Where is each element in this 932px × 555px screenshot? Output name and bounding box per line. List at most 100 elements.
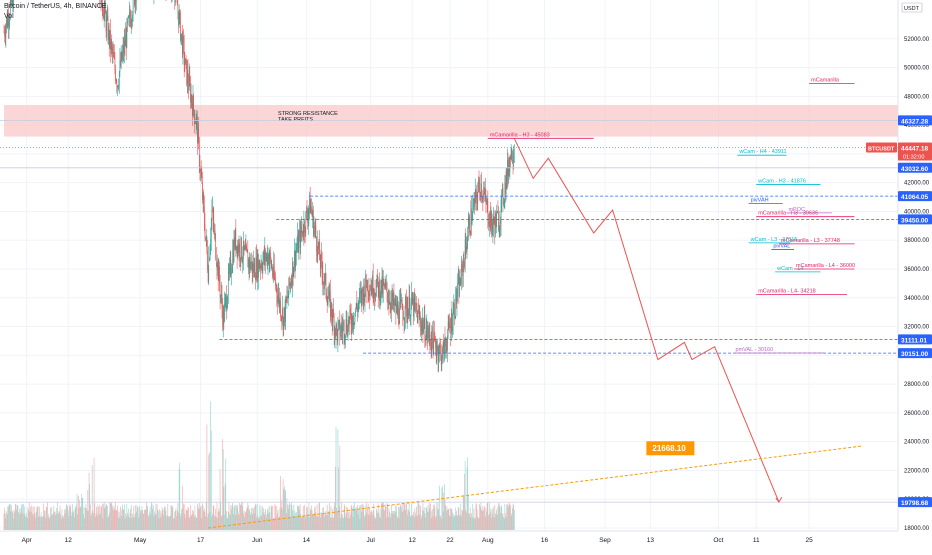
- candle[interactable]: [213, 207, 214, 234]
- candle[interactable]: [205, 213, 206, 242]
- candle[interactable]: [220, 275, 221, 310]
- candle[interactable]: [181, 34, 182, 45]
- candle[interactable]: [207, 236, 208, 255]
- candle[interactable]: [275, 272, 276, 290]
- candle[interactable]: [297, 222, 298, 253]
- candle[interactable]: [396, 296, 397, 314]
- candle[interactable]: [359, 288, 360, 309]
- candle[interactable]: [471, 196, 472, 236]
- candle[interactable]: [322, 252, 323, 285]
- candle[interactable]: [255, 272, 256, 289]
- candle[interactable]: [466, 237, 467, 255]
- candle[interactable]: [220, 294, 221, 303]
- candle[interactable]: [215, 224, 216, 241]
- candle[interactable]: [215, 233, 216, 261]
- candle[interactable]: [328, 286, 329, 299]
- candle[interactable]: [269, 248, 270, 273]
- candle[interactable]: [222, 285, 223, 318]
- candle[interactable]: [307, 200, 308, 221]
- candle[interactable]: [132, 11, 133, 27]
- candle[interactable]: [285, 300, 286, 330]
- candle[interactable]: [347, 325, 348, 338]
- candle[interactable]: [433, 320, 434, 355]
- candle[interactable]: [113, 41, 114, 63]
- candle[interactable]: [311, 198, 312, 215]
- candle[interactable]: [222, 298, 223, 331]
- candle[interactable]: [304, 219, 305, 243]
- candle[interactable]: [396, 295, 397, 324]
- candle[interactable]: [403, 311, 404, 320]
- candle[interactable]: [211, 218, 212, 251]
- candle[interactable]: [472, 211, 473, 225]
- candle[interactable]: [445, 337, 446, 359]
- candle[interactable]: [483, 190, 484, 211]
- candle[interactable]: [500, 211, 501, 238]
- candle[interactable]: [214, 223, 215, 239]
- candle[interactable]: [417, 311, 418, 324]
- candle[interactable]: [112, 43, 113, 64]
- candle[interactable]: [178, 11, 179, 33]
- candle[interactable]: [453, 302, 454, 335]
- candle[interactable]: [460, 269, 461, 286]
- candle[interactable]: [513, 149, 514, 174]
- candle[interactable]: [366, 274, 367, 289]
- candle[interactable]: [120, 48, 121, 77]
- candle[interactable]: [237, 246, 238, 269]
- candle[interactable]: [458, 266, 459, 285]
- candle[interactable]: [235, 228, 236, 250]
- candle[interactable]: [189, 63, 190, 90]
- candle[interactable]: [277, 288, 278, 315]
- candle[interactable]: [497, 211, 498, 213]
- candle[interactable]: [262, 262, 263, 279]
- candle[interactable]: [408, 297, 409, 323]
- candle[interactable]: [476, 185, 477, 211]
- candle[interactable]: [312, 209, 313, 217]
- candle[interactable]: [201, 160, 202, 178]
- candle[interactable]: [271, 257, 272, 271]
- candle[interactable]: [243, 231, 244, 270]
- candle[interactable]: [219, 258, 220, 281]
- candle[interactable]: [324, 273, 325, 289]
- candle[interactable]: [392, 284, 393, 310]
- candle[interactable]: [135, 0, 136, 13]
- candle[interactable]: [425, 304, 426, 348]
- candle[interactable]: [493, 207, 494, 237]
- candle[interactable]: [503, 184, 504, 212]
- candle[interactable]: [367, 280, 368, 291]
- candle[interactable]: [250, 253, 251, 273]
- candle[interactable]: [256, 245, 257, 283]
- candle[interactable]: [193, 85, 194, 116]
- candle[interactable]: [203, 192, 204, 212]
- candle[interactable]: [410, 314, 411, 325]
- candle[interactable]: [197, 111, 198, 155]
- candle[interactable]: [208, 265, 209, 283]
- candle[interactable]: [324, 273, 325, 295]
- candle[interactable]: [339, 310, 340, 345]
- candle[interactable]: [377, 269, 378, 287]
- candle[interactable]: [423, 318, 424, 334]
- candle[interactable]: [411, 298, 412, 326]
- candle[interactable]: [193, 93, 194, 117]
- candle[interactable]: [337, 329, 338, 345]
- candle[interactable]: [467, 236, 468, 259]
- candle[interactable]: [390, 291, 391, 313]
- candle[interactable]: [385, 279, 386, 290]
- candle[interactable]: [133, 0, 134, 22]
- candle[interactable]: [172, 0, 173, 2]
- candle[interactable]: [232, 264, 233, 273]
- candle[interactable]: [225, 294, 226, 312]
- candle[interactable]: [430, 322, 431, 353]
- candle[interactable]: [322, 262, 323, 296]
- candle[interactable]: [191, 94, 192, 108]
- candle[interactable]: [428, 325, 429, 342]
- candle[interactable]: [249, 252, 250, 278]
- candle[interactable]: [264, 246, 265, 266]
- candle[interactable]: [448, 314, 449, 339]
- candle[interactable]: [299, 219, 300, 242]
- candle[interactable]: [187, 60, 188, 93]
- candle[interactable]: [442, 355, 443, 372]
- candle[interactable]: [303, 224, 304, 240]
- candle[interactable]: [474, 192, 475, 215]
- candle[interactable]: [491, 210, 492, 237]
- candle[interactable]: [295, 250, 296, 279]
